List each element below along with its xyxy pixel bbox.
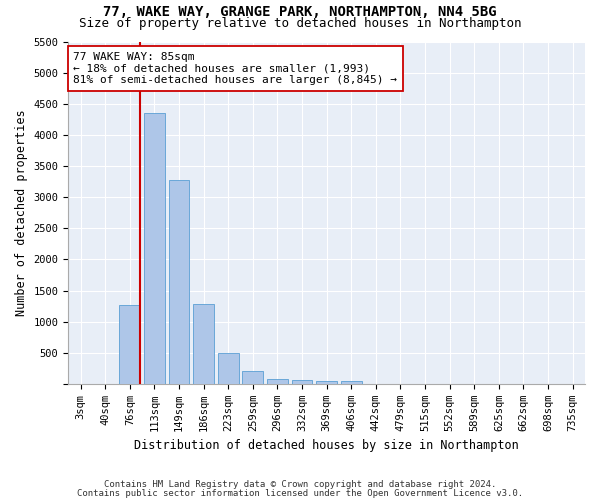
Text: Size of property relative to detached houses in Northampton: Size of property relative to detached ho… (79, 18, 521, 30)
Bar (292, 380, 313, 384)
Text: 77, WAKE WAY, GRANGE PARK, NORTHAMPTON, NN4 5BG: 77, WAKE WAY, GRANGE PARK, NORTHAMPTON, … (103, 5, 497, 19)
Text: Contains HM Land Registry data © Crown copyright and database right 2024.: Contains HM Land Registry data © Crown c… (104, 480, 496, 489)
Bar (341, 380, 362, 384)
Bar (267, 379, 288, 384)
X-axis label: Distribution of detached houses by size in Northampton: Distribution of detached houses by size … (134, 440, 519, 452)
Text: 77 WAKE WAY: 85sqm
← 18% of detached houses are smaller (1,993)
81% of semi-deta: 77 WAKE WAY: 85sqm ← 18% of detached hou… (73, 52, 397, 85)
Bar (169, 180, 190, 384)
Bar (144, 113, 165, 384)
Text: Contains public sector information licensed under the Open Government Licence v3: Contains public sector information licen… (77, 489, 523, 498)
Bar (193, 304, 214, 384)
Bar (218, 354, 239, 384)
Bar (119, 305, 140, 384)
Y-axis label: Number of detached properties: Number of detached properties (15, 110, 28, 316)
Bar (242, 371, 263, 384)
Bar (316, 380, 337, 384)
